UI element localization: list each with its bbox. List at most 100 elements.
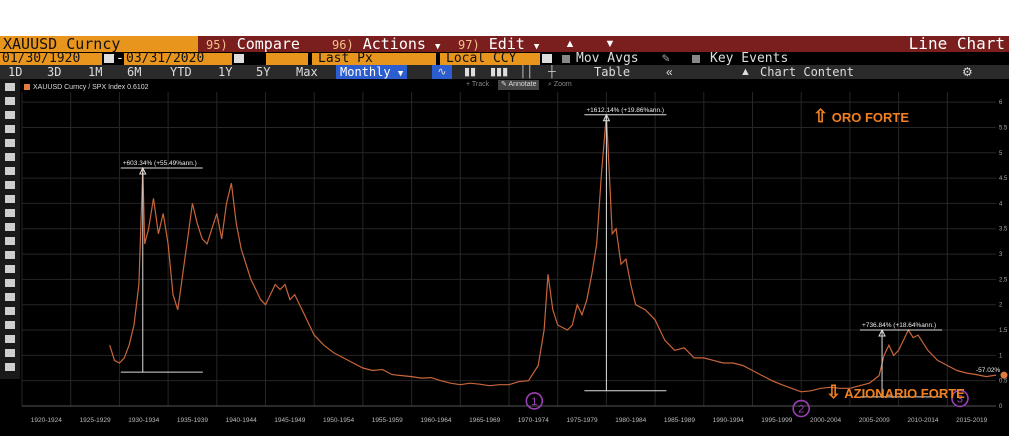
x-tick-label: 2010-2014	[907, 417, 938, 424]
y-tick-label: 4.5	[999, 176, 1008, 182]
key-events-checkbox[interactable]	[692, 55, 700, 63]
actions-menu[interactable]: 96) Actions ▼	[332, 36, 440, 52]
chevron-down-icon[interactable]	[542, 54, 552, 63]
period-1d[interactable]: 1D	[8, 65, 23, 79]
x-tick-label: 1965-1969	[469, 417, 500, 424]
chart-content-icon[interactable]: ▲	[740, 66, 751, 78]
edit-menu[interactable]: 97) Edit ▼	[458, 36, 539, 52]
y-tick-label: 3.5	[999, 227, 1008, 233]
eraser-tool-icon[interactable]	[5, 223, 15, 231]
period-5y[interactable]: 5Y	[256, 65, 271, 79]
line-tool-icon[interactable]	[5, 97, 15, 105]
collapse-icon[interactable]: «	[666, 65, 673, 79]
annotation-label: +1612.14% (+19.86%ann.)	[586, 107, 664, 114]
period-6m[interactable]: 6M	[127, 65, 142, 79]
compare-menu[interactable]: 95) Compare	[206, 36, 300, 52]
x-tick-label: 2015-2019	[956, 417, 987, 424]
crosshair-icon[interactable]: ┼	[548, 66, 556, 78]
edit-menu-number: 97)	[458, 38, 480, 52]
annotation-label: +736.84% (+18.64%ann.)	[862, 322, 936, 329]
annotation-arrow	[602, 113, 611, 122]
drawing-toolstrip	[0, 79, 20, 379]
palette-icon[interactable]	[5, 293, 15, 301]
y-tick-label: 2.5	[999, 277, 1008, 283]
candle-icon[interactable]: ▮▮	[464, 66, 477, 78]
mov-avgs-checkbox[interactable]	[562, 55, 570, 63]
grid-tool-icon[interactable]	[5, 265, 15, 273]
actions-menu-label: Actions	[362, 36, 426, 53]
gear-icon[interactable]: ⚙	[962, 65, 973, 79]
pencil-tool-icon[interactable]	[5, 209, 15, 217]
ray-tool-icon[interactable]	[5, 111, 15, 119]
magnet-icon[interactable]	[5, 279, 15, 287]
date-range-bar: 01/30/1920 - 03/31/2020 Last Px Local CC…	[0, 52, 1009, 65]
ohlc-icon[interactable]: ││	[520, 66, 534, 78]
ticker-field[interactable]: XAUUSD Curncy	[0, 36, 198, 52]
top-menu-bar: XAUUSD Curncy 95) Compare 96) Actions ▼ …	[0, 36, 1009, 52]
thumbs-down-icon[interactable]: ▼	[604, 38, 616, 50]
settings-tool-icon[interactable]	[5, 363, 15, 371]
period-1y[interactable]: 1Y	[218, 65, 233, 79]
x-tick-label: 1940-1944	[226, 417, 257, 424]
currency-select[interactable]: Local CCY	[440, 52, 540, 65]
zoom-tool[interactable]: ⌕ Zoom	[548, 81, 572, 88]
annotate-tool[interactable]: ✎ Annotate	[498, 80, 540, 90]
shape-tool-icon[interactable]	[5, 181, 15, 189]
period-ytd[interactable]: YTD	[170, 65, 192, 79]
track-tool[interactable]: + Track	[466, 81, 490, 88]
annotation-label: +603.34% (+55.49%ann.)	[123, 160, 197, 167]
circle-marker	[792, 399, 811, 418]
price-chart[interactable]: 0 0.5 1 1.5 2 2.5 3 3.5 4 4.5 5 5.5 6 1920-1924 1925-1…	[0, 36, 1009, 436]
channel-tool-icon[interactable]	[5, 125, 15, 133]
circle-marker-label: 1	[531, 396, 537, 408]
annotation-arrow	[138, 166, 147, 175]
circle-marker-label: 2	[798, 404, 804, 416]
fib-tool-icon[interactable]	[5, 139, 15, 147]
annotation-arrow	[878, 328, 886, 337]
thumbs-up-icon[interactable]: ▲	[564, 38, 576, 50]
frequency-label: Monthly	[340, 65, 391, 79]
period-3d[interactable]: 3D	[47, 65, 62, 79]
arrow-tool-icon[interactable]	[5, 167, 15, 175]
chart-content-button[interactable]: Chart Content	[760, 65, 854, 79]
clone-icon[interactable]	[5, 335, 15, 343]
start-date-field[interactable]: 01/30/1920	[0, 52, 102, 65]
compare-menu-number: 95)	[206, 38, 228, 52]
hide-icon[interactable]	[5, 349, 15, 357]
legend-label: XAUUSD Curncy / SPX Index 0.6102	[33, 84, 149, 91]
price-field-select[interactable]: Last Px	[312, 52, 436, 65]
y-tick-label: 5.5	[999, 125, 1008, 131]
x-tick-label: 1925-1929	[80, 417, 111, 424]
measure-tool-icon[interactable]	[5, 195, 15, 203]
line-chart-icon[interactable]: ∿	[432, 65, 452, 79]
x-tick-label: 1930-1934	[128, 417, 159, 424]
trash-icon[interactable]	[5, 237, 15, 245]
x-tick-label: 1970-1974	[518, 417, 549, 424]
layers-icon[interactable]	[5, 307, 15, 315]
x-tick-label: 1990-1994	[713, 417, 744, 424]
calendar-icon[interactable]	[234, 54, 244, 63]
x-tick-label: 1950-1954	[323, 417, 354, 424]
bloomberg-terminal: XAUUSD Curncy 95) Compare 96) Actions ▼ …	[0, 36, 1009, 436]
text-tool-icon[interactable]	[5, 153, 15, 161]
blank-field[interactable]	[266, 53, 308, 65]
end-date-field[interactable]: 03/31/2020	[124, 52, 232, 65]
circle-marker	[951, 389, 969, 408]
table-button[interactable]: Table	[594, 65, 631, 79]
calendar-icon[interactable]	[104, 54, 114, 63]
legend-swatch	[24, 84, 30, 91]
cursor-icon[interactable]	[5, 83, 15, 91]
link-icon[interactable]	[5, 321, 15, 329]
last-value-marker	[1000, 371, 1008, 379]
oro-forte-annotation: ⇧ ORO FORTE	[813, 106, 909, 127]
x-tick-label: 2000-2004	[810, 417, 841, 424]
frequency-select[interactable]: Monthly ▼	[336, 65, 408, 79]
period-max[interactable]: Max	[296, 65, 318, 79]
y-tick-label: 6	[999, 100, 1003, 106]
bar-chart-icon[interactable]: ▮▮▮	[490, 66, 509, 78]
chart-legend[interactable]: XAUUSD Curncy / SPX Index 0.6102	[24, 83, 149, 93]
lock-icon[interactable]	[5, 251, 15, 259]
period-1m[interactable]: 1M	[88, 65, 103, 79]
circle-marker	[525, 392, 544, 410]
pencil-icon[interactable]: ✎	[662, 51, 670, 66]
